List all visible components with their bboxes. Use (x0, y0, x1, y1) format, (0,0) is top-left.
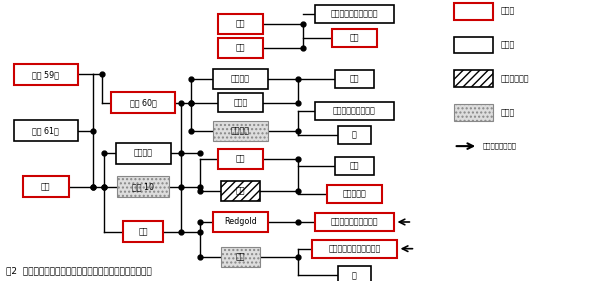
Bar (220, 181, 261, 201)
Bar (454, 104, 493, 121)
Bar (334, 70, 374, 88)
Text: 旭: 旭 (352, 130, 357, 139)
Text: 印度: 印度 (350, 33, 359, 42)
Bar (213, 69, 268, 89)
Text: 盛岡 59号: 盛岡 59号 (32, 70, 59, 79)
Text: 東北２号: 東北２号 (231, 126, 250, 135)
Text: 図2  リンゴ品種・系統の斑点落葉病抵抗性程度と親子関係: 図2 リンゴ品種・系統の斑点落葉病抵抗性程度と親子関係 (6, 267, 152, 276)
Text: ふじ: ふじ (236, 187, 245, 196)
Text: 不明: 不明 (236, 253, 245, 262)
Bar (13, 120, 78, 141)
Bar (315, 213, 394, 231)
Bar (116, 143, 171, 164)
Text: 未判定: 未判定 (501, 108, 515, 117)
Text: ウースターペアメン: ウースターペアメン (333, 106, 376, 115)
Text: 中程度抵抗性: 中程度抵抗性 (501, 74, 529, 83)
Text: 夏緑: 夏緑 (41, 182, 51, 191)
Bar (312, 239, 397, 258)
Bar (218, 93, 264, 112)
Text: 盛岡 61号: 盛岡 61号 (32, 126, 59, 135)
Bar (23, 176, 68, 197)
Bar (454, 70, 493, 87)
Bar (315, 5, 394, 23)
Text: 紅玉: 紅玉 (350, 74, 359, 83)
Text: リチャードデリシャス: リチャードデリシャス (331, 217, 378, 226)
Text: はつあき: はつあき (231, 74, 250, 83)
Bar (213, 212, 268, 232)
Text: は枝変わりを示す: は枝変わりを示す (483, 143, 517, 149)
Bar (218, 149, 264, 169)
Text: つがる: つがる (233, 98, 248, 107)
Text: 国光: 国光 (350, 161, 359, 170)
Bar (331, 29, 377, 47)
Bar (117, 176, 169, 197)
Text: 北斗: 北斗 (138, 227, 148, 236)
Text: 罹病性: 罹病性 (501, 7, 515, 16)
Text: 祝: 祝 (352, 271, 357, 280)
Text: Redgold: Redgold (224, 217, 257, 226)
Bar (13, 64, 78, 85)
Bar (111, 92, 175, 113)
Bar (123, 221, 163, 242)
Text: 王鈴: 王鈴 (236, 154, 245, 163)
Text: スターキングデリシャス: スターキングデリシャス (328, 244, 381, 253)
Text: 陸奥: 陸奥 (236, 19, 245, 28)
Bar (218, 14, 264, 34)
Text: メク 10: メク 10 (132, 182, 154, 191)
Bar (337, 126, 371, 144)
Bar (220, 247, 261, 267)
Bar (454, 3, 493, 20)
Bar (218, 38, 264, 58)
Bar (337, 266, 371, 281)
Text: 王林: 王林 (236, 43, 245, 52)
Bar (334, 157, 374, 175)
Text: 抵抗性: 抵抗性 (501, 40, 515, 49)
Bar (213, 121, 268, 140)
Text: デリシャス: デリシャス (343, 189, 366, 198)
Text: ゴールデンデリシャス: ゴールデンデリシャス (331, 10, 378, 19)
Bar (327, 185, 382, 203)
Bar (315, 102, 394, 120)
Bar (454, 37, 493, 53)
Text: 盛岡 60号: 盛岡 60号 (130, 98, 157, 107)
Text: きたかみ: きたかみ (133, 149, 153, 158)
